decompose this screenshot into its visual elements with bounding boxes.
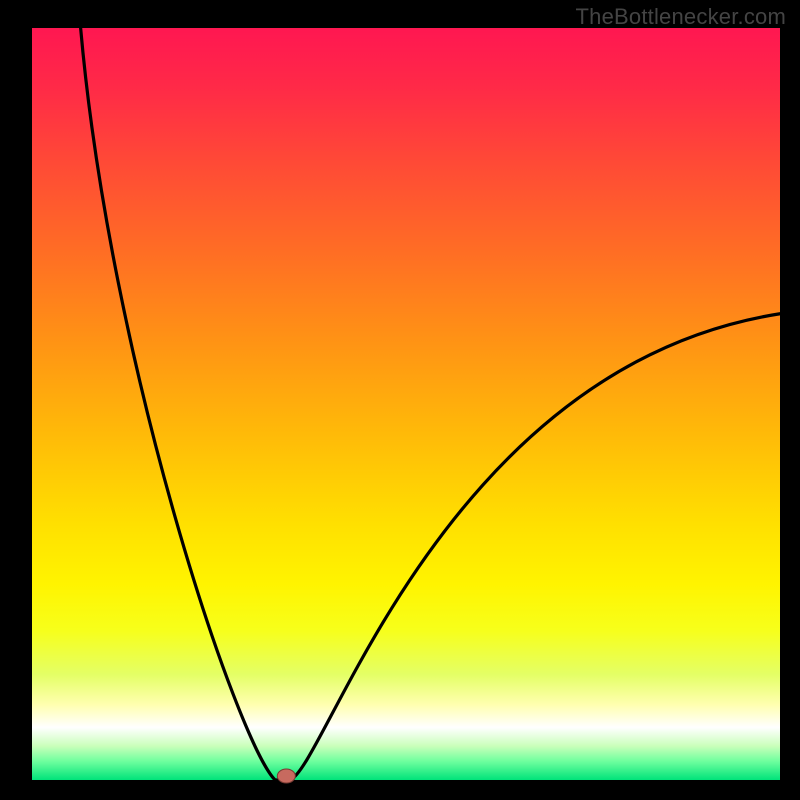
chart-frame: TheBottlenecker.com (0, 0, 800, 800)
optimal-point-marker (277, 769, 295, 783)
bottleneck-chart (0, 0, 800, 800)
